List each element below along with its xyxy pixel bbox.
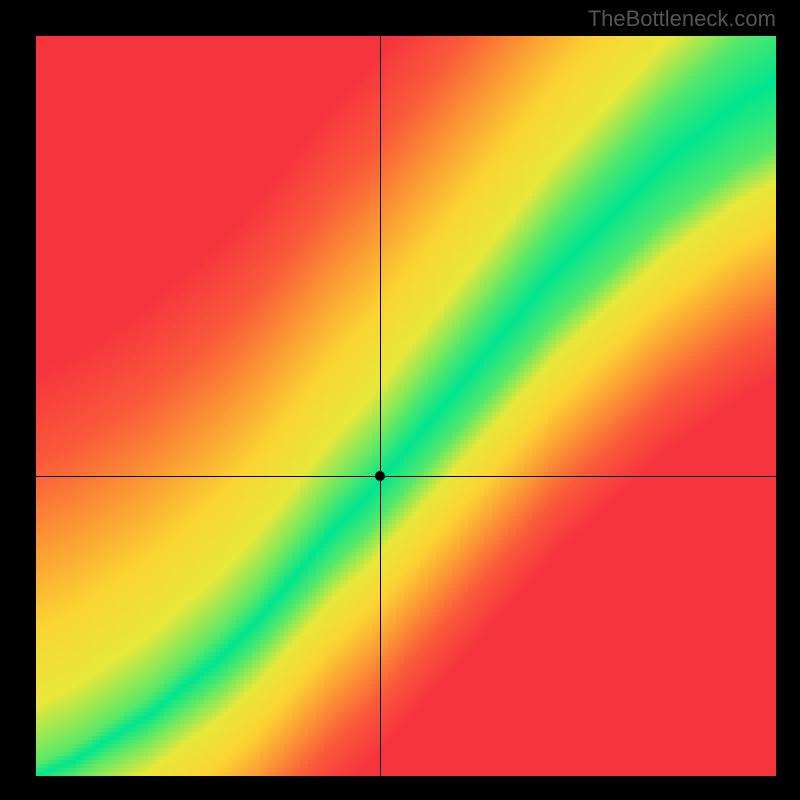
crosshair-point xyxy=(375,471,385,481)
crosshair-vertical xyxy=(380,36,381,776)
bottleneck-heatmap xyxy=(36,36,776,776)
watermark-text: TheBottleneck.com xyxy=(588,6,776,32)
crosshair-horizontal xyxy=(36,476,776,477)
